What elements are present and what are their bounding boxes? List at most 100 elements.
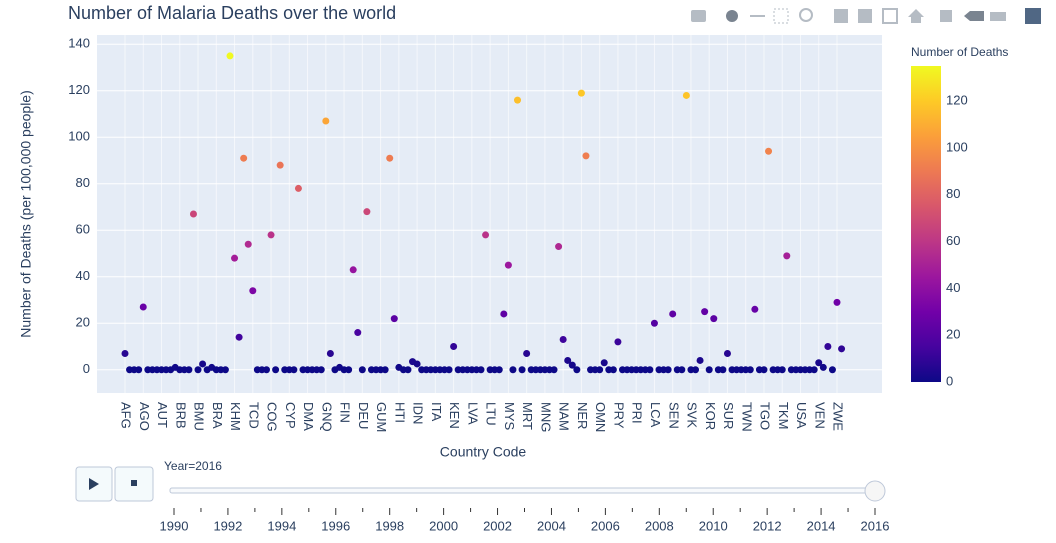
y-tick-label: 40 (76, 268, 90, 283)
x-tick-label: TKM (776, 402, 791, 429)
x-tick-label: USA (794, 402, 809, 429)
data-point (504, 261, 512, 269)
slider-rail[interactable] (169, 487, 881, 494)
y-tick-label: 20 (76, 315, 90, 330)
hover-closest-button[interactable] (964, 11, 984, 21)
data-point (381, 366, 389, 374)
slider-tick-label: 1994 (267, 518, 296, 533)
slider-tick-label: 1990 (160, 518, 189, 533)
data-point (294, 184, 302, 192)
slider-tick-label: 2012 (753, 518, 782, 533)
data-point (719, 366, 727, 374)
slider-tick-label: 2004 (537, 518, 566, 533)
data-point (523, 349, 531, 357)
x-tick-label: AFG (119, 402, 134, 429)
data-point (135, 366, 143, 374)
data-point (650, 319, 658, 327)
slider-tick-label: 1998 (375, 518, 404, 533)
zoom-out-button[interactable] (858, 9, 872, 23)
camera-button[interactable] (691, 10, 706, 22)
x-tick-label: COG (265, 402, 280, 432)
autoscale-button[interactable] (882, 8, 898, 24)
data-point (564, 356, 572, 364)
x-tick-label: KHM (228, 402, 243, 431)
x-tick-label: SVK (685, 402, 700, 428)
data-point (199, 360, 207, 368)
x-tick-label: MNG (538, 402, 553, 432)
x-tick-label: BRA (210, 402, 225, 429)
data-point (577, 89, 585, 97)
data-point (231, 254, 239, 262)
data-point (710, 315, 718, 323)
data-point (828, 366, 836, 374)
data-point (838, 345, 846, 353)
slider-tick-label: 2000 (429, 518, 458, 533)
slider-handle[interactable] (864, 480, 886, 502)
colorbar-tick-label: 40 (946, 280, 960, 295)
data-point (765, 147, 773, 155)
data-point (322, 117, 330, 125)
colorbar-tick-label: 100 (946, 139, 968, 154)
stop-icon (131, 480, 137, 486)
x-tick-label: ITA (429, 402, 444, 422)
data-point (363, 208, 371, 216)
data-point (482, 231, 490, 239)
data-point (824, 343, 832, 351)
slider-tick-label: 1992 (213, 518, 242, 533)
data-point (746, 366, 754, 374)
data-point (413, 360, 421, 368)
x-tick-label: GUM (374, 402, 389, 432)
x-tick-label: SUR (721, 402, 736, 429)
zoom-in-button[interactable] (834, 9, 848, 23)
x-tick-label: HTI (392, 402, 407, 423)
data-point (358, 366, 366, 374)
slider-current-value: Year=2016 (164, 459, 222, 473)
y-tick-label: 120 (68, 82, 90, 97)
data-point (226, 52, 234, 60)
x-tick-label: LCA (648, 402, 663, 428)
data-point (450, 343, 458, 351)
lasso-button[interactable] (799, 8, 813, 22)
data-point (678, 366, 686, 374)
hover-compare-button[interactable] (990, 12, 1006, 21)
x-tick-label: PRY (611, 402, 626, 429)
box-select-button[interactable] (773, 8, 789, 24)
data-point (819, 363, 827, 371)
pan-button[interactable] (750, 15, 765, 17)
data-point (404, 366, 412, 374)
x-tick-label: LVA (465, 402, 480, 425)
data-point (669, 310, 677, 318)
data-point (609, 366, 617, 374)
data-point (646, 366, 654, 374)
chart-title: Number of Malaria Deaths over the world (68, 3, 396, 23)
data-point (783, 252, 791, 260)
data-point (760, 366, 768, 374)
data-point (267, 231, 275, 239)
plotly-logo[interactable] (1025, 8, 1041, 24)
x-tick-label: AGO (137, 402, 152, 431)
data-point (349, 266, 357, 274)
data-point (194, 366, 202, 374)
data-point (778, 366, 786, 374)
data-point (244, 240, 252, 248)
reset-button[interactable] (908, 9, 924, 23)
zoom-button[interactable] (726, 10, 738, 22)
data-point (272, 366, 280, 374)
data-point (514, 96, 522, 104)
data-point (559, 336, 567, 344)
data-point (326, 349, 334, 357)
data-point (810, 366, 818, 374)
x-tick-label: LTU (484, 402, 499, 426)
colorbar-title: Number of Deaths (911, 45, 1008, 59)
data-point (445, 366, 453, 374)
data-point (390, 315, 398, 323)
data-point (121, 349, 129, 357)
data-point (815, 359, 823, 367)
x-tick-label: BMU (192, 402, 207, 431)
y-tick-label: 0 (83, 361, 90, 376)
data-point (240, 154, 248, 162)
x-tick-label: KOR (703, 402, 718, 430)
spike-button[interactable] (940, 10, 952, 22)
slider-tick-label: 2014 (807, 518, 836, 533)
data-point (555, 243, 563, 251)
